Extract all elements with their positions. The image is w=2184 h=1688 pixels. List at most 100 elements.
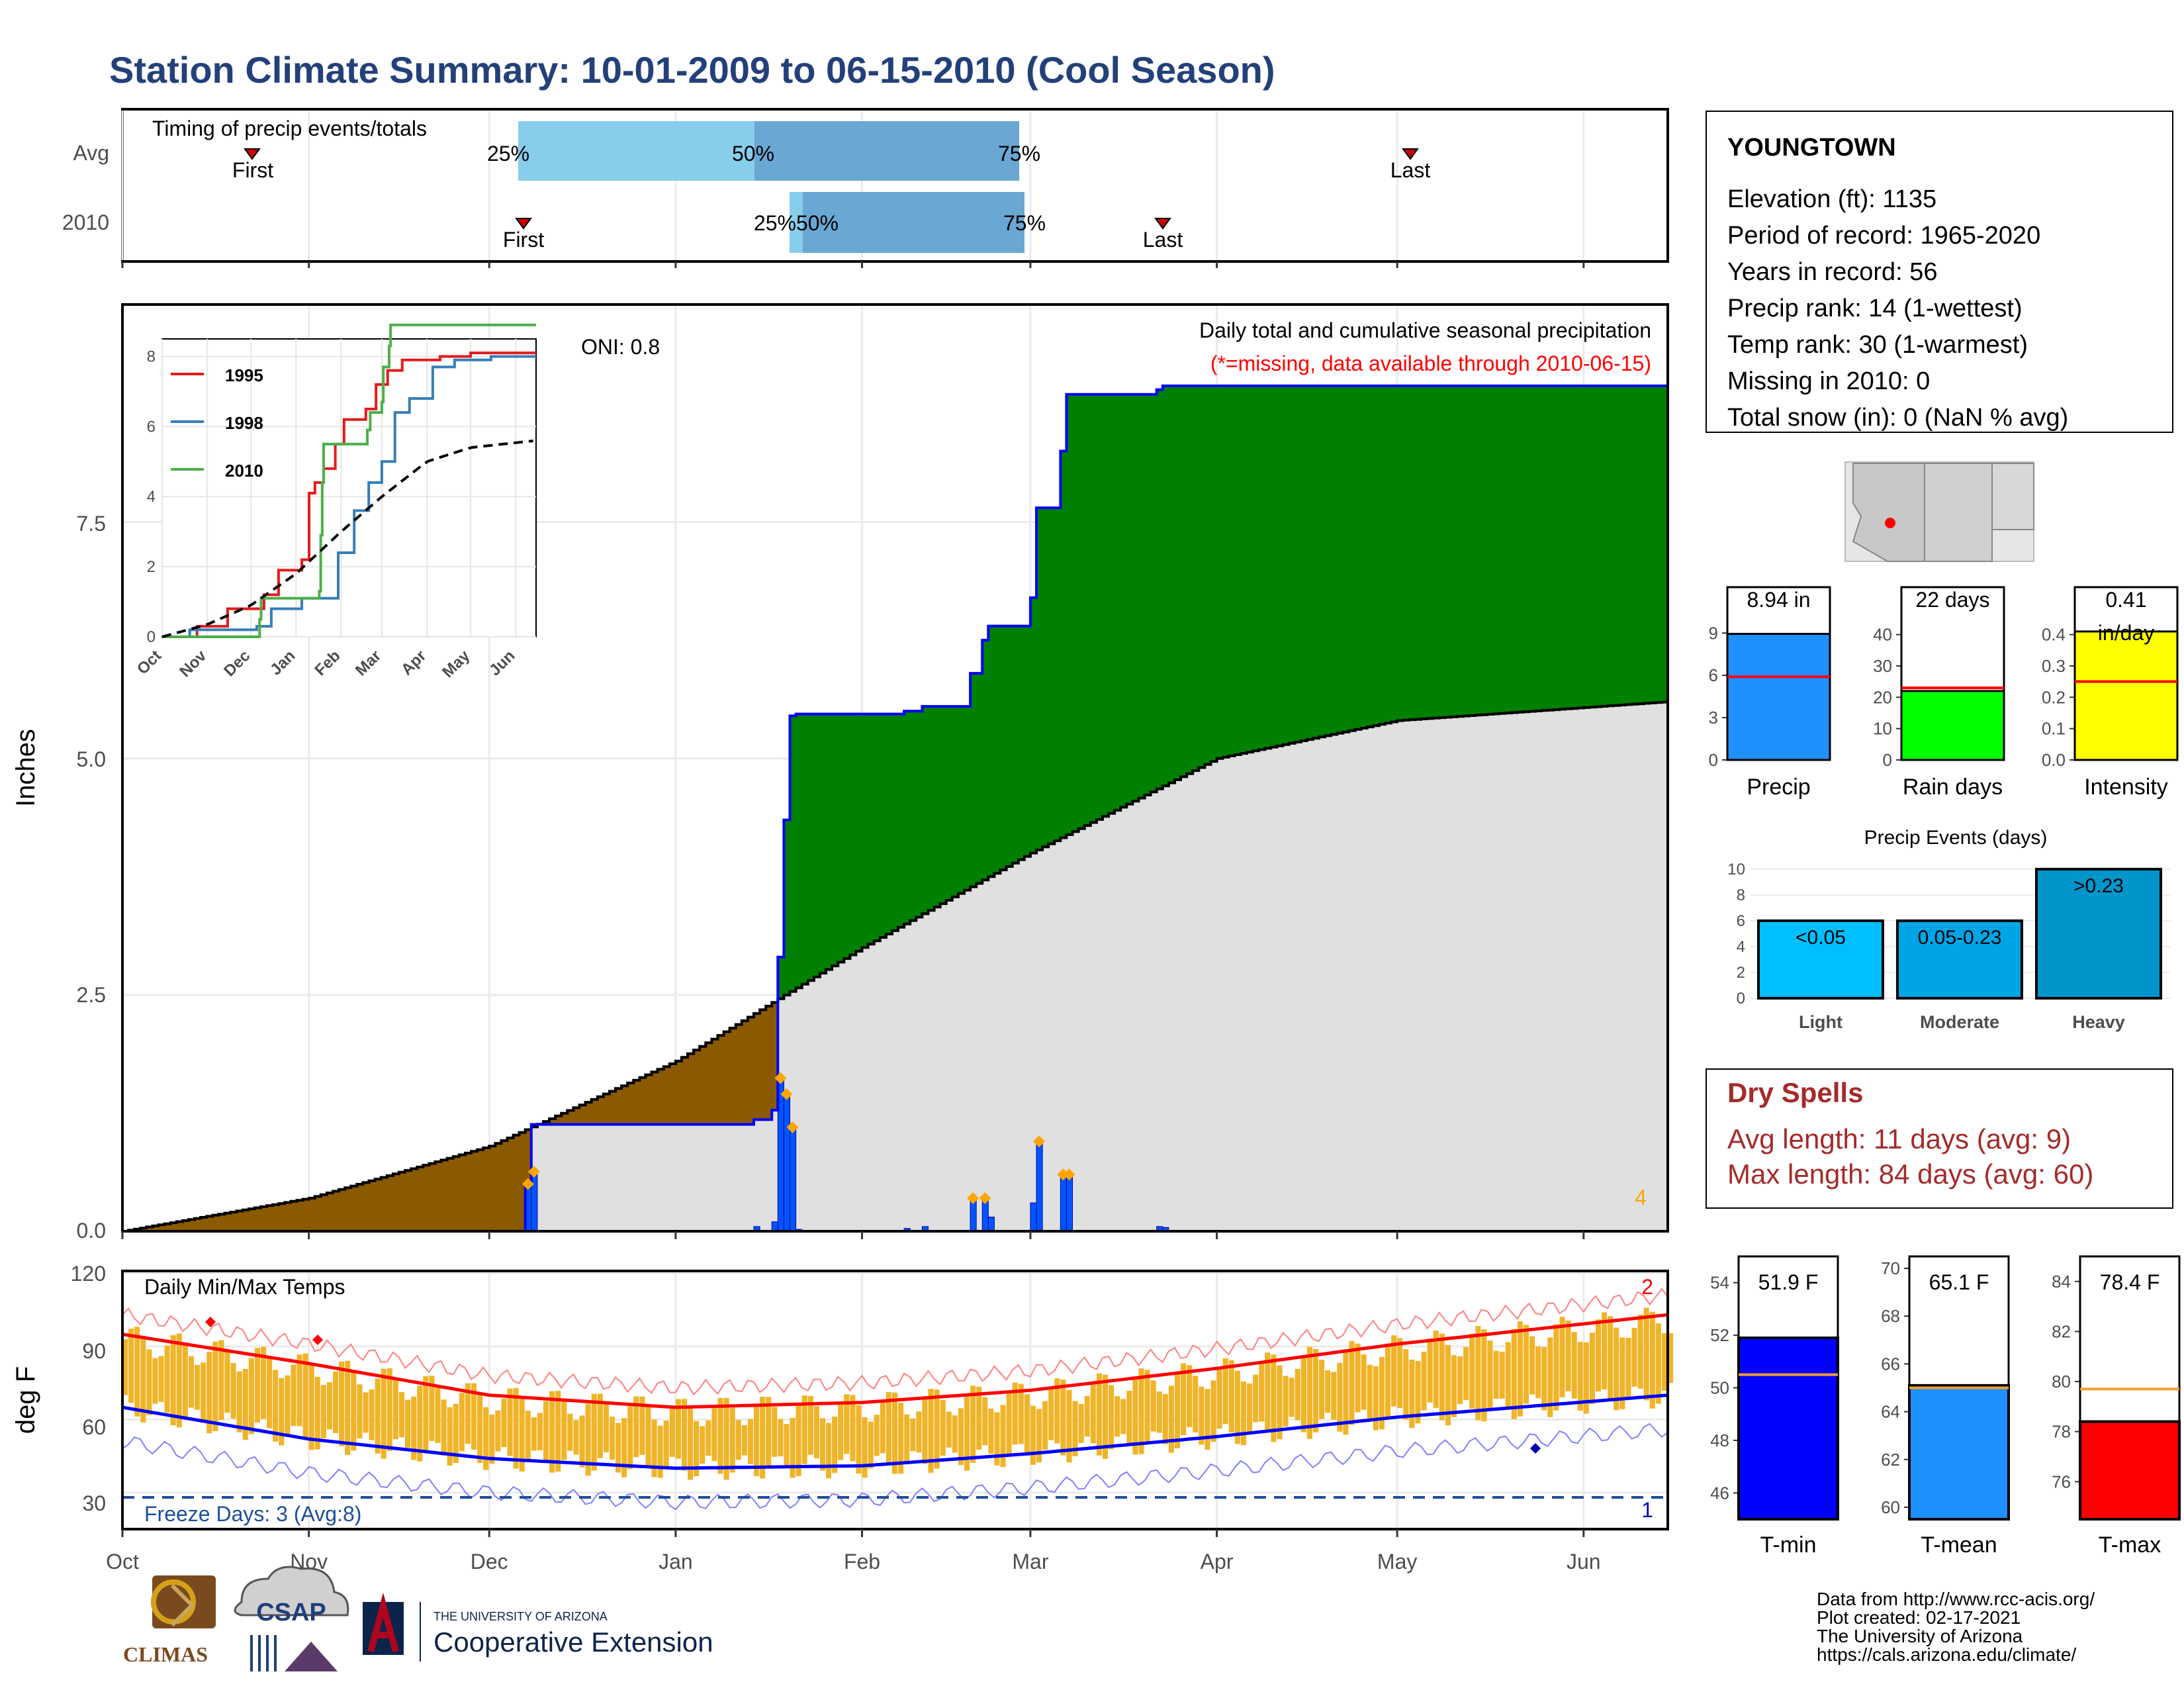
- csap-logo: CSAP: [234, 1566, 349, 1671]
- daily-temp-bar: [345, 1360, 351, 1455]
- tmean-summary-tick: 64: [1881, 1402, 1900, 1422]
- daily-temp-bar: [555, 1391, 561, 1472]
- tmax-summary-tick: 84: [2052, 1272, 2071, 1291]
- events-bar: [2035, 868, 2162, 1000]
- daily-temp-bar: [1475, 1326, 1481, 1421]
- daily-temp-bar: [832, 1416, 838, 1473]
- daily-temp-bar: [279, 1378, 285, 1446]
- daily-temp-bar: [862, 1417, 868, 1478]
- temp-title: Daily Min/Max Temps: [144, 1275, 345, 1299]
- daily-temp-bar: [1493, 1350, 1499, 1399]
- daily-temp-bar: [1277, 1365, 1283, 1440]
- tmean-summary-label: T-mean: [1921, 1532, 1997, 1558]
- inset-ytick: 6: [147, 418, 156, 436]
- tmean-summary-tick: 66: [1881, 1354, 1900, 1374]
- daily-temp-bar: [1379, 1356, 1385, 1430]
- record-max-marker: [205, 1317, 216, 1327]
- daily-temp-bar: [1487, 1340, 1493, 1411]
- precip-ytick-0: 0.0: [77, 1219, 106, 1243]
- daily-temp-bar: [705, 1420, 711, 1456]
- month-label: Apr: [1201, 1550, 1234, 1573]
- daily-temp-bar: [158, 1356, 164, 1402]
- tmean-summary-tick: 60: [1881, 1497, 1900, 1517]
- tmean-summary-tick: 68: [1881, 1306, 1900, 1326]
- footer-credits: Data from http://www.rcc-acis.org/ Plot …: [1817, 1589, 2095, 1665]
- temp-ylabel: deg F: [11, 1366, 40, 1434]
- credit-url: https://cals.arizona.edu/climate/: [1817, 1644, 2076, 1665]
- daily-temp-bar: [778, 1419, 784, 1457]
- location-map: [1844, 461, 2034, 562]
- daily-temp-bar: [1668, 1333, 1674, 1383]
- daily-temp-bar: [1210, 1380, 1216, 1442]
- daily-temp-bar: [675, 1399, 681, 1459]
- daily-precip-bar: [987, 1217, 995, 1232]
- daily-temp-bar: [152, 1358, 158, 1404]
- timing-2010-25-50: 25%50%: [754, 211, 839, 235]
- events-ytick: 2: [1737, 964, 1745, 982]
- daily-temp-bar: [477, 1393, 483, 1464]
- daily-precip-bar: [771, 1221, 778, 1232]
- average-cumulative-line: [122, 700, 1669, 1233]
- dry-spells-max: Max length: 84 days (avg: 60): [1727, 1158, 2093, 1190]
- daily-temp-bar: [1433, 1331, 1439, 1409]
- daily-temp-bar: [717, 1397, 723, 1474]
- daily-temp-bar: [1457, 1356, 1463, 1405]
- daily-temp-bar: [597, 1393, 603, 1458]
- tmax-summary-bar: [2079, 1420, 2181, 1521]
- precip-deficit-area: [128, 1002, 778, 1231]
- daily-temp-bar: [267, 1356, 273, 1429]
- daily-temp-bar: [531, 1417, 537, 1451]
- daily-temp-bar: [633, 1396, 639, 1458]
- daily-temp-bar: [1517, 1321, 1523, 1417]
- tmin-summary-tick: 54: [1710, 1273, 1729, 1293]
- rain-days-summary-bar: [1900, 690, 2005, 761]
- daily-temp-bar: [1481, 1329, 1487, 1422]
- inset-series-2010: [162, 323, 536, 638]
- timing-2010-bar-q2: [803, 192, 1024, 253]
- events-ytick: 10: [1727, 861, 1745, 878]
- daily-temp-bar: [1421, 1351, 1427, 1411]
- tmax-summary-tick: 76: [2052, 1472, 2071, 1491]
- daily-temp-bar: [339, 1361, 345, 1446]
- daily-temp-bar: [1619, 1337, 1625, 1409]
- daily-temp-bar: [711, 1407, 717, 1462]
- inset-series-1998: [162, 355, 536, 638]
- daily-temp-bar: [946, 1411, 952, 1448]
- daily-temp-bar: [964, 1395, 970, 1471]
- daily-temp-bar: [1445, 1344, 1451, 1426]
- daily-temp-bar: [1078, 1403, 1084, 1443]
- precip-ytick-75: 7.5: [77, 512, 106, 536]
- daily-precip-bar: [1036, 1141, 1043, 1232]
- daily-temp-bar: [988, 1408, 994, 1454]
- daily-temp-bar: [423, 1376, 429, 1452]
- rain-days-summary-value: 22 days: [1915, 588, 1989, 612]
- daily-temp-bar: [772, 1407, 778, 1457]
- month-axis: Oct Nov Dec Jan Feb Mar Apr May Jun: [106, 1231, 1601, 1573]
- daily-temp-bar: [453, 1403, 459, 1464]
- daily-temp-bar: [796, 1405, 801, 1476]
- csap-logo-text: CSAP: [256, 1599, 326, 1626]
- tmax-summary-tick: 82: [2052, 1321, 2071, 1341]
- rain-days-summary-label: Rain days: [1903, 774, 2003, 800]
- daily-temp-bar: [663, 1421, 669, 1468]
- precip-ylabel: Inches: [11, 729, 40, 807]
- daily-temp-bar: [357, 1384, 363, 1439]
- intensity-summary-tick: 0.2: [2042, 687, 2066, 707]
- station-dot: [1885, 518, 1895, 528]
- intensity-summary-label: Intensity: [2084, 774, 2168, 800]
- daily-temp-bar: [1463, 1346, 1469, 1400]
- events-ytick: 4: [1737, 938, 1745, 956]
- daily-temp-bar: [1397, 1338, 1403, 1408]
- daily-precip-bar: [790, 1127, 797, 1232]
- daily-temp-bar: [1036, 1409, 1042, 1463]
- temp-ytick-30: 30: [82, 1491, 106, 1515]
- daily-temp-bar: [1529, 1336, 1535, 1395]
- daily-temp-bar: [1337, 1362, 1343, 1432]
- climas-logo: CLIMAS: [123, 1575, 216, 1666]
- daily-temp-bar: [381, 1368, 387, 1459]
- daily-temp-bar: [326, 1382, 332, 1430]
- daily-temp-bar: [1228, 1360, 1234, 1432]
- extreme-event-marker: [1033, 1135, 1046, 1148]
- daily-temp-bar: [603, 1403, 609, 1452]
- credit-plot-created: Plot created: 02-17-2021: [1817, 1607, 2021, 1628]
